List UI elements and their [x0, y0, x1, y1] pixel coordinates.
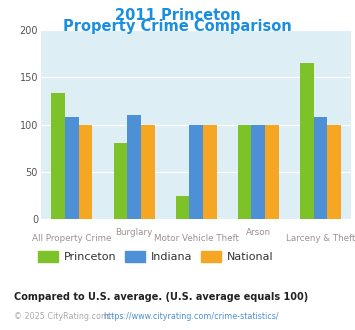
Bar: [65, 117, 79, 219]
Text: https://www.cityrating.com/crime-statistics/: https://www.cityrating.com/crime-statist…: [103, 312, 279, 321]
Bar: [114, 143, 127, 219]
Bar: [313, 117, 327, 219]
Bar: [127, 115, 141, 219]
Text: Arson: Arson: [246, 228, 271, 237]
Bar: [79, 125, 92, 219]
Bar: [251, 125, 265, 219]
Bar: [265, 125, 279, 219]
Text: Larceny & Theft: Larceny & Theft: [286, 234, 355, 243]
Bar: [51, 93, 65, 219]
Legend: Princeton, Indiana, National: Princeton, Indiana, National: [34, 247, 278, 267]
Bar: [189, 125, 203, 219]
Bar: [176, 196, 189, 219]
Text: © 2025 CityRating.com -: © 2025 CityRating.com -: [14, 312, 117, 321]
Text: All Property Crime: All Property Crime: [32, 234, 111, 243]
Text: Property Crime Comparison: Property Crime Comparison: [63, 19, 292, 34]
Bar: [141, 125, 154, 219]
Text: Compared to U.S. average. (U.S. average equals 100): Compared to U.S. average. (U.S. average …: [14, 292, 308, 302]
Bar: [238, 125, 251, 219]
Text: 2011 Princeton: 2011 Princeton: [115, 8, 240, 23]
Bar: [203, 125, 217, 219]
Text: Motor Vehicle Theft: Motor Vehicle Theft: [154, 234, 239, 243]
Bar: [327, 125, 341, 219]
Bar: [300, 63, 313, 219]
Text: Burglary: Burglary: [115, 228, 153, 237]
